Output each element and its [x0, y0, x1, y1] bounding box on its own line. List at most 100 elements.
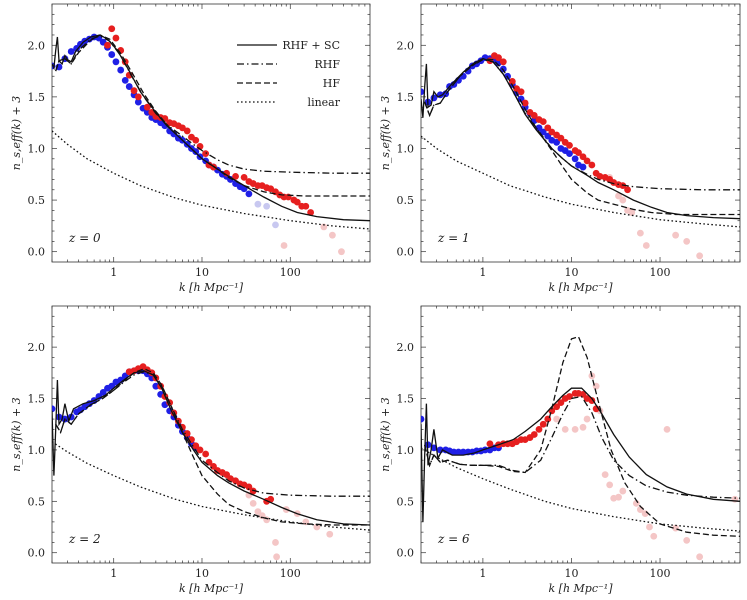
- series-line-dashdot: [424, 395, 740, 499]
- y-axis-label: n_s,eff(k) + 3: [10, 96, 23, 171]
- data-point-blue: [539, 128, 547, 136]
- legend-entry: RHF: [314, 58, 340, 71]
- data-point-faint: [646, 523, 653, 531]
- data-point-red: [192, 442, 200, 450]
- data-point-faint: [696, 252, 704, 260]
- data-point-faint: [683, 536, 691, 544]
- y-tick-label: 1.0: [28, 444, 46, 457]
- series-line-dotted: [52, 441, 370, 531]
- data-point-blue: [245, 190, 253, 198]
- data-point-blue: [421, 88, 425, 96]
- data-point-red: [108, 25, 116, 33]
- data-point-blue: [125, 83, 133, 90]
- data-point-red: [566, 141, 573, 149]
- data-point-red: [196, 446, 204, 454]
- data-point-faint: [601, 471, 609, 478]
- data-point-faint: [280, 242, 288, 249]
- data-point-red: [130, 87, 138, 95]
- y-tick-label: 2.0: [397, 39, 415, 52]
- y-tick-label: 0.5: [397, 495, 415, 508]
- y-tick-label: 0.5: [28, 495, 46, 508]
- x-tick-label: 1: [110, 567, 117, 580]
- x-tick-label: 1: [110, 266, 117, 279]
- data-point-red: [530, 431, 538, 438]
- data-point-red: [245, 483, 253, 491]
- data-point-red: [588, 161, 596, 169]
- data-point-faint: [579, 423, 587, 431]
- data-point-blue: [579, 163, 587, 171]
- x-tick-label: 100: [650, 567, 671, 580]
- data-point-red: [134, 93, 142, 101]
- panel-z0: 1 10 100 0.0 0.5 1.0 1.5 2.0 k [h Mpc⁻¹] n_s,eff(…: [10, 3, 371, 294]
- data-point-red: [517, 88, 525, 96]
- data-point-blue: [170, 130, 178, 138]
- series-line-solid: [421, 387, 740, 522]
- x-tick-label: 1: [479, 266, 486, 279]
- data-point-blue: [571, 155, 579, 163]
- data-point-blue: [121, 76, 129, 84]
- data-point-red: [553, 403, 561, 411]
- series-line-dashed: [424, 336, 740, 537]
- data-point-blue: [499, 65, 507, 73]
- data-point-blue: [192, 148, 200, 155]
- y-tick-label: 0.5: [397, 194, 415, 207]
- x-tick-label: 10: [564, 266, 578, 279]
- data-point-faint: [272, 221, 279, 229]
- data-point-faint: [606, 481, 614, 489]
- data-point-blue: [421, 415, 425, 423]
- data-point-red: [267, 495, 275, 503]
- data-point-blue: [99, 388, 107, 396]
- y-tick-label: 1.5: [28, 91, 46, 104]
- y-tick-label: 2.0: [28, 341, 46, 354]
- data-point-faint: [553, 415, 561, 423]
- x-axis-label: k [h Mpc⁻¹]: [179, 582, 244, 595]
- data-point-red: [508, 78, 516, 85]
- y-tick-label: 2.0: [397, 341, 415, 354]
- y-tick-label: 1.5: [28, 393, 46, 406]
- data-point-faint: [254, 200, 262, 208]
- data-point-faint: [619, 487, 627, 495]
- data-point-red: [104, 41, 111, 49]
- x-tick-label: 10: [195, 266, 209, 279]
- data-point-faint: [696, 553, 704, 561]
- data-point-blue: [459, 448, 467, 456]
- y-tick-label: 1.0: [397, 142, 415, 155]
- data-point-faint: [320, 223, 328, 231]
- data-point-red: [624, 186, 631, 194]
- data-point-blue: [117, 66, 125, 74]
- data-point-red: [143, 103, 151, 111]
- data-point-faint: [272, 539, 279, 546]
- panel-label: z = 2: [68, 532, 101, 546]
- data-point-red: [302, 202, 310, 210]
- x-axis-label: k [h Mpc⁻¹]: [179, 281, 244, 294]
- data-point-red: [183, 127, 191, 135]
- data-point-red: [539, 118, 547, 126]
- data-point-red: [557, 134, 565, 142]
- data-point-faint: [338, 248, 345, 256]
- y-axis-label: n_s,eff(k) + 3: [379, 96, 392, 171]
- series-line-dashed: [424, 58, 740, 216]
- panel-z6: 1 10 100 0.0 0.5 1.0 1.5 2.0 k [h Mpc⁻¹] n_s,eff(…: [379, 305, 741, 595]
- x-axis-label: k [h Mpc⁻¹]: [548, 582, 613, 595]
- data-point-red: [521, 99, 529, 107]
- series-line-dotted: [421, 135, 740, 228]
- data-point-faint: [571, 425, 579, 433]
- data-point-faint: [615, 493, 622, 501]
- data-point-red: [240, 173, 248, 181]
- data-point-red: [293, 198, 301, 206]
- data-point-blue: [112, 58, 120, 66]
- legend-entry: HF: [323, 77, 341, 90]
- series-line-dotted: [421, 447, 740, 532]
- panel-label: z = 1: [437, 231, 470, 245]
- y-axis-label: n_s,eff(k) + 3: [379, 397, 392, 472]
- data-point-red: [596, 172, 604, 180]
- series-line-solid: [52, 370, 370, 526]
- data-point-red: [539, 420, 547, 428]
- x-tick-label: 1: [479, 567, 486, 580]
- legend-entry: linear: [308, 96, 341, 109]
- data-point-red: [232, 172, 239, 180]
- data-point-blue: [152, 382, 160, 390]
- plot-area: [421, 336, 740, 561]
- data-point-faint: [615, 192, 622, 200]
- data-point-faint: [619, 196, 627, 204]
